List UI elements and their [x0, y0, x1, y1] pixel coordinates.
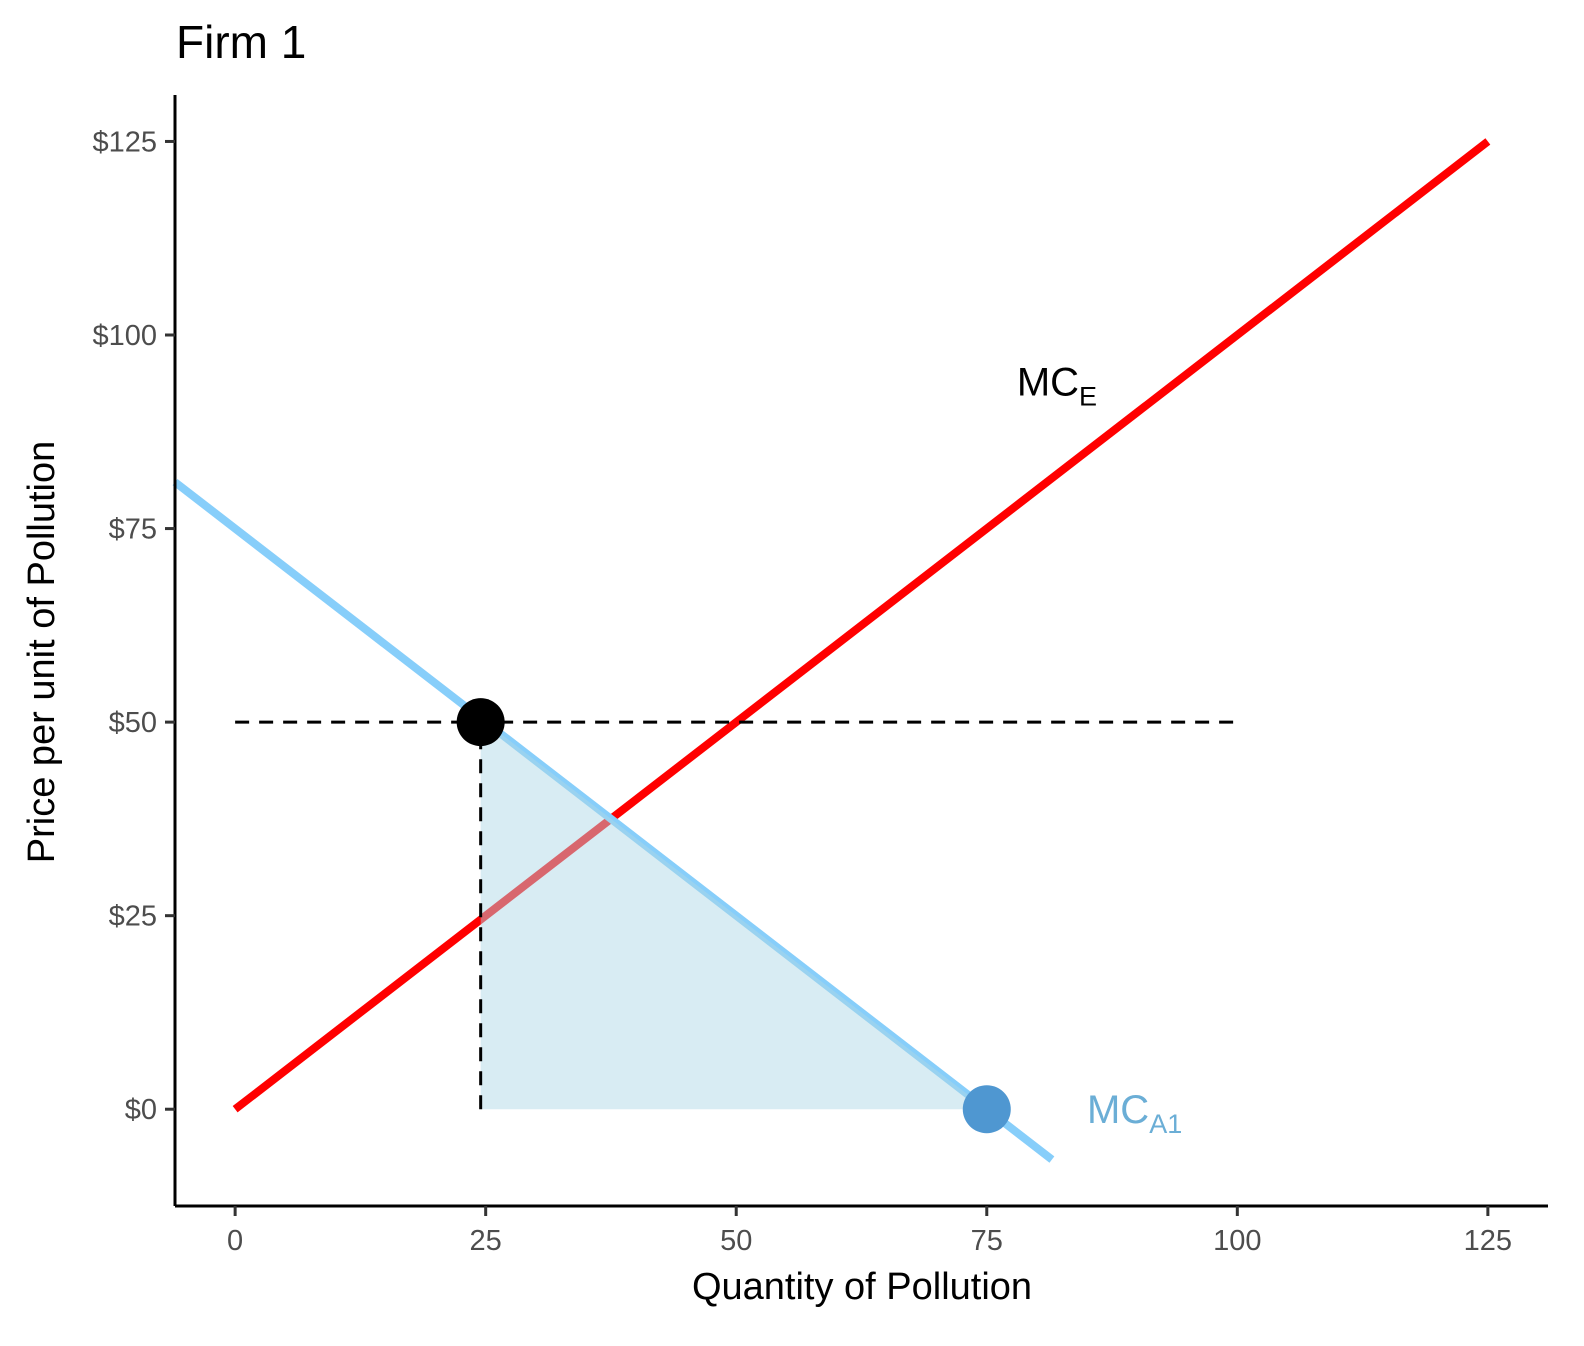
x-tick-label: 75 [971, 1225, 1003, 1257]
y-tick-label: $125 [92, 126, 157, 158]
series-line-mc-a1 [172, 478, 1055, 1163]
x-tick-label: 25 [470, 1225, 502, 1257]
x-tick-label: 125 [1464, 1225, 1512, 1257]
data-point-2 [962, 1085, 1011, 1134]
y-tick-label: $50 [109, 707, 157, 739]
x-tick-label: 0 [227, 1225, 243, 1257]
y-axis-title: Price per unit of Pollution [21, 441, 63, 863]
chart-title: Firm 1 [176, 16, 306, 68]
y-tick-label: $25 [109, 901, 157, 933]
x-axis-title: Quantity of Pollution [692, 1266, 1032, 1308]
data-point-1 [456, 698, 505, 747]
shaded-area [480, 722, 987, 1110]
y-tick-label: $100 [92, 320, 157, 352]
x-tick-label: 100 [1213, 1225, 1261, 1257]
series-line-mc-e [232, 138, 1491, 1113]
curve-label-mc-e: MCE [1017, 360, 1097, 411]
y-tick-label: $0 [125, 1094, 157, 1126]
x-tick-label: 50 [720, 1225, 752, 1257]
y-tick-label: $75 [109, 514, 157, 546]
curve-label-mc-a1: MCA1 [1087, 1088, 1182, 1139]
